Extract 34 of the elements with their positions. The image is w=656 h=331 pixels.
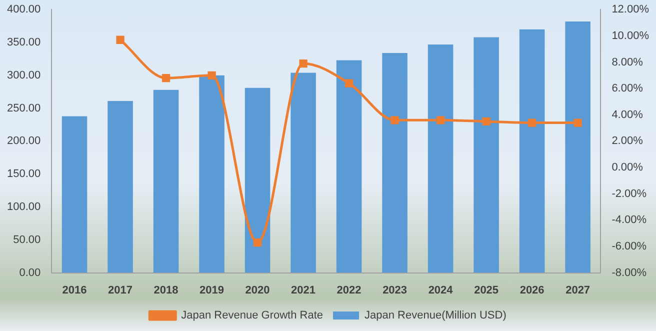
y2-tick-label: 4.00% <box>612 108 644 121</box>
x-tick-label: 2022 <box>336 284 362 296</box>
x-tick-label: 2017 <box>108 284 133 296</box>
y2-tick-label: -6.00% <box>612 240 647 253</box>
x-tick-label: 2023 <box>382 284 408 296</box>
y-tick-label: 300.00 <box>6 69 41 82</box>
legend-label: Japan Revenue Growth Rate <box>181 310 324 322</box>
x-tick-label: 2019 <box>200 284 224 296</box>
y2-tick-label: 6.00% <box>612 82 644 95</box>
y2-tick-label: 10.00% <box>612 30 650 42</box>
y2-tick-label: 8.00% <box>612 56 644 68</box>
y-tick-label: 250.00 <box>6 102 41 114</box>
x-tick-label: 2016 <box>62 284 87 296</box>
x-tick-label: 2027 <box>566 284 590 296</box>
x-tick-label: 2026 <box>520 284 544 296</box>
x-tick-label: 2025 <box>474 284 499 296</box>
y-tick-label: 150.00 <box>6 168 41 180</box>
y2-tick-label: -4.00% <box>612 214 647 226</box>
y-tick-label: 100.00 <box>6 201 41 214</box>
x-tick-label: 2020 <box>245 284 270 296</box>
legend-label: Japan Revenue(Million USD) <box>364 310 506 322</box>
y2-tick-label: 0.00% <box>612 162 644 174</box>
y-tick-label: 0.00 <box>19 266 41 279</box>
y2-tick-label: -8.00% <box>612 266 647 279</box>
y2-tick-label: -2.00% <box>612 188 647 200</box>
x-tick-label: 2018 <box>154 284 178 296</box>
y2-tick-label: 12.00% <box>612 4 650 16</box>
x-tick-label: 2024 <box>428 284 454 296</box>
y-tick-label: 50.00 <box>13 234 41 246</box>
y2-tick-label: 2.00% <box>612 135 644 148</box>
x-tick-label: 2021 <box>291 284 316 296</box>
y-tick-label: 200.00 <box>6 135 41 148</box>
y-tick-label: 400.00 <box>6 4 41 16</box>
y-tick-label: 350.00 <box>6 36 41 49</box>
